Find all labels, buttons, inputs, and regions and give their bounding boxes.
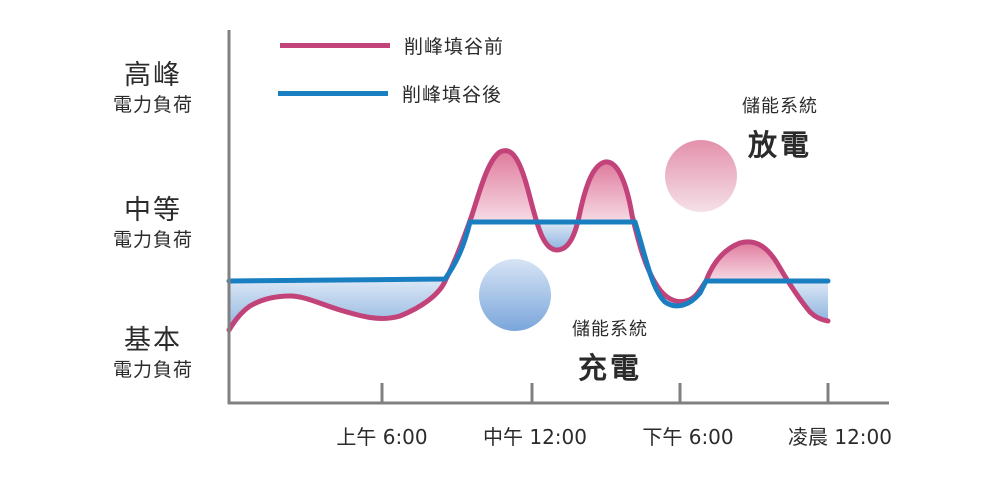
y-label-mid-subtitle: 電力負荷 xyxy=(112,229,193,251)
discharge-ball-icon xyxy=(665,140,737,212)
y-label-mid-title: 中等 xyxy=(124,195,182,226)
x-tick-label: 下午 6:00 xyxy=(642,425,734,449)
annotation-discharge: 儲能系統 放電 xyxy=(720,92,840,164)
legend-item-after: 削峰填谷後 xyxy=(278,80,502,107)
y-label-mid: 中等 電力負荷 xyxy=(88,195,218,253)
y-label-high-title: 高峰 xyxy=(124,60,182,91)
annotation-discharge-line2: 放電 xyxy=(747,128,812,162)
annotation-discharge-line1: 儲能系統 xyxy=(742,96,818,117)
y-label-base-subtitle: 電力負荷 xyxy=(112,359,193,381)
legend-swatch-before xyxy=(280,43,390,48)
legend-label-after: 削峰填谷後 xyxy=(402,84,503,106)
annotation-charge-line1: 儲能系統 xyxy=(572,319,648,340)
legend-swatch-after xyxy=(278,91,388,96)
x-tick-label: 凌晨 12:00 xyxy=(788,425,892,449)
x-axis-ticks xyxy=(380,383,830,403)
x-tick-label: 上午 6:00 xyxy=(336,425,428,449)
legend-item-before: 削峰填谷前 xyxy=(280,32,504,59)
series-before-line xyxy=(226,148,831,333)
y-label-base-title: 基本 xyxy=(124,325,182,356)
legend-label-before: 削峰填谷前 xyxy=(404,36,505,58)
annotation-charge-line2: 充電 xyxy=(577,351,642,385)
charge-ball-icon xyxy=(479,259,551,331)
y-label-base: 基本 電力負荷 xyxy=(88,325,218,383)
series-after-line xyxy=(226,219,831,309)
y-label-high-subtitle: 電力負荷 xyxy=(112,94,193,116)
annotation-charge: 儲能系統 充電 xyxy=(550,315,670,387)
x-tick-label: 中午 12:00 xyxy=(483,425,587,449)
y-label-high: 高峰 電力負荷 xyxy=(88,60,218,118)
